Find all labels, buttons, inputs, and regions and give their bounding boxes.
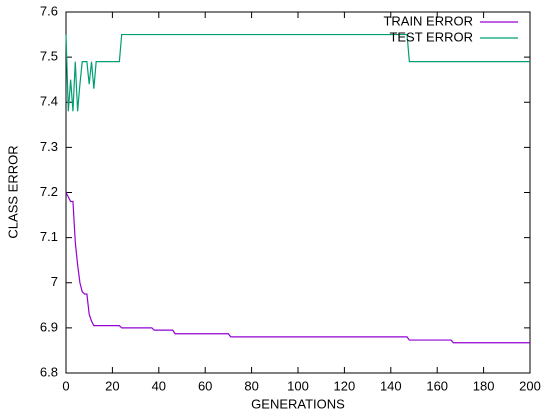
y-tick-label: 7.2 xyxy=(40,184,58,199)
y-tick-label: 7.3 xyxy=(40,139,58,154)
y-tick-label: 6.9 xyxy=(40,319,58,334)
y-axis-label: CLASS ERROR xyxy=(5,145,20,238)
x-tick-label: 100 xyxy=(287,378,309,393)
y-tick-label: 7.5 xyxy=(40,49,58,64)
x-tick-label: 60 xyxy=(198,378,212,393)
x-tick-label: 120 xyxy=(334,378,356,393)
x-tick-label: 200 xyxy=(519,378,541,393)
x-tick-label: 140 xyxy=(380,378,402,393)
x-tick-label: 20 xyxy=(105,378,119,393)
y-tick-label: 7.4 xyxy=(40,94,58,109)
x-tick-label: 160 xyxy=(426,378,448,393)
y-tick-label: 7 xyxy=(51,274,58,289)
x-tick-label: 180 xyxy=(473,378,495,393)
x-tick-label: 80 xyxy=(244,378,258,393)
series-line xyxy=(65,192,530,344)
y-tick-label: 7.6 xyxy=(40,3,58,18)
series-line xyxy=(65,33,530,112)
legend-label: TRAIN ERROR xyxy=(383,13,473,28)
x-tick-label: 40 xyxy=(152,378,166,393)
y-tick-label: 6.8 xyxy=(40,364,58,379)
plot-frame xyxy=(65,11,531,374)
legend-label: TEST ERROR xyxy=(389,29,473,44)
x-tick-label: 0 xyxy=(62,378,69,393)
x-axis-label: GENERATIONS xyxy=(251,396,345,411)
y-tick-label: 7.1 xyxy=(40,229,58,244)
